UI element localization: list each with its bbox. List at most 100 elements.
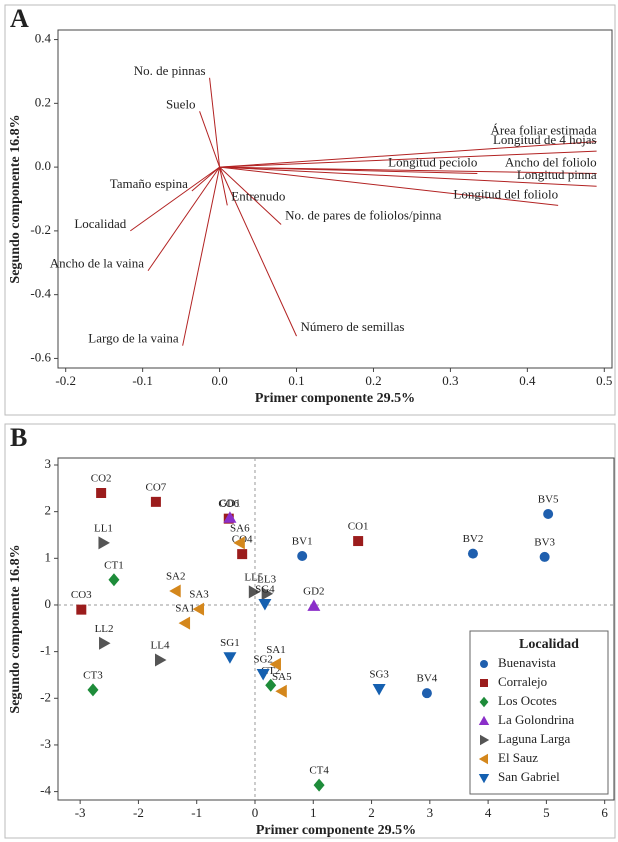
y-tick-label: -3 — [40, 736, 51, 751]
point-label: GD2 — [303, 585, 324, 597]
legend-label: Corralejo — [498, 674, 547, 689]
x-tick-label: 5 — [543, 805, 550, 820]
plot-area — [57, 29, 613, 369]
y-tick-label: 3 — [45, 456, 52, 471]
x-tick-label: 0.4 — [519, 373, 536, 388]
vector-label: Área foliar estimada — [490, 123, 596, 138]
point-label: LL3 — [257, 573, 276, 585]
point-label: SA1 — [175, 603, 195, 615]
loading-vector — [219, 166, 297, 337]
x-tick-label: -1 — [191, 805, 202, 820]
data-point — [258, 599, 272, 611]
vector-label: Longitud peciolo — [388, 154, 477, 169]
loading-vector — [209, 77, 221, 168]
data-point — [98, 536, 110, 550]
data-point — [467, 548, 478, 559]
point-label: CT4 — [309, 765, 329, 777]
legend-marker — [478, 715, 490, 725]
loading-vector — [219, 166, 282, 225]
legend-label: El Sauz — [498, 750, 538, 765]
vector-label: Número de semillas — [301, 319, 405, 334]
y-tick-label: 0.2 — [35, 94, 51, 109]
y-axis-title: Segundo componente 16.8% — [8, 114, 23, 283]
point-label: LL1 — [94, 522, 113, 534]
point-label: CO3 — [71, 589, 92, 601]
vector-label: Entrenudo — [231, 188, 285, 203]
point-label: BV2 — [463, 533, 484, 545]
vector-label: Suelo — [166, 96, 196, 111]
point-label: SA1 — [266, 644, 286, 656]
vector-label: Longitud pinna — [517, 167, 597, 182]
data-point — [154, 653, 167, 667]
point-label: CO1 — [348, 521, 369, 533]
data-point — [248, 585, 261, 599]
x-tick-label: 1 — [310, 805, 317, 820]
loading-vector — [199, 111, 221, 168]
x-tick-label: 0.1 — [288, 373, 304, 388]
data-point — [223, 652, 237, 664]
legend-marker — [480, 679, 488, 687]
x-axis-title: Primer componente 29.5% — [256, 823, 416, 838]
x-tick-label: 4 — [485, 805, 492, 820]
x-tick-label: 3 — [427, 805, 434, 820]
panel-label: B — [10, 423, 27, 452]
loading-vector — [219, 166, 597, 187]
data-point — [275, 684, 287, 698]
data-point — [297, 550, 308, 561]
data-point — [192, 602, 205, 616]
vector-label: No. de pares de foliolos/pinna — [285, 207, 442, 222]
point-label: SG1 — [220, 637, 240, 649]
data-point — [539, 551, 550, 562]
data-point — [353, 536, 364, 547]
plot-area — [57, 457, 615, 801]
point-label: LL2 — [95, 623, 114, 635]
x-tick-label: -0.1 — [132, 373, 153, 388]
loading-vector — [219, 141, 597, 168]
loading-vector — [219, 166, 478, 174]
legend-label: La Golondrina — [498, 712, 574, 727]
y-tick-label: 1 — [45, 549, 52, 564]
data-point — [269, 657, 281, 671]
legend-box — [469, 630, 609, 795]
legend-label: San Gabriel — [498, 769, 560, 784]
y-tick-label: -0.2 — [30, 222, 51, 237]
y-tick-label: 0 — [45, 596, 52, 611]
vector-label: Ancho del foliolo — [505, 154, 597, 169]
point-label: BV1 — [292, 536, 313, 548]
vector-label: Tamaño espina — [110, 176, 188, 191]
x-tick-label: 2 — [368, 805, 375, 820]
legend-label: Buenavista — [498, 655, 556, 670]
data-point — [237, 549, 248, 560]
loading-vector — [219, 150, 597, 168]
legend-marker — [479, 696, 489, 708]
vector-label: Ancho de la vaina — [50, 256, 144, 271]
point-label: SA3 — [189, 589, 209, 601]
point-label: CT1 — [104, 559, 124, 571]
y-tick-label: -0.6 — [30, 349, 51, 364]
point-label: SG2 — [253, 654, 273, 666]
y-tick-label: -1 — [40, 643, 51, 658]
point-label: BV5 — [538, 494, 559, 506]
panel-frame — [4, 4, 616, 416]
point-label: CO2 — [91, 473, 112, 485]
legend-label: Laguna Larga — [498, 731, 571, 746]
x-tick-label: 0.2 — [365, 373, 381, 388]
data-point — [76, 604, 87, 615]
data-point — [307, 599, 321, 611]
loading-vector — [130, 166, 220, 232]
vector-label: No. de pinnas — [134, 63, 206, 78]
vector-label: Longitud de 4 hojas — [493, 132, 597, 147]
loading-vector — [191, 166, 220, 192]
data-point — [223, 511, 237, 523]
legend-marker — [480, 734, 490, 746]
y-tick-label: 2 — [45, 503, 52, 518]
x-tick-label: 0 — [252, 805, 259, 820]
data-point — [543, 508, 554, 519]
data-point — [372, 683, 386, 696]
point-label: SA2 — [166, 571, 186, 583]
panel-label: A — [10, 4, 29, 33]
data-point — [96, 487, 107, 498]
loading-vector — [147, 166, 220, 272]
